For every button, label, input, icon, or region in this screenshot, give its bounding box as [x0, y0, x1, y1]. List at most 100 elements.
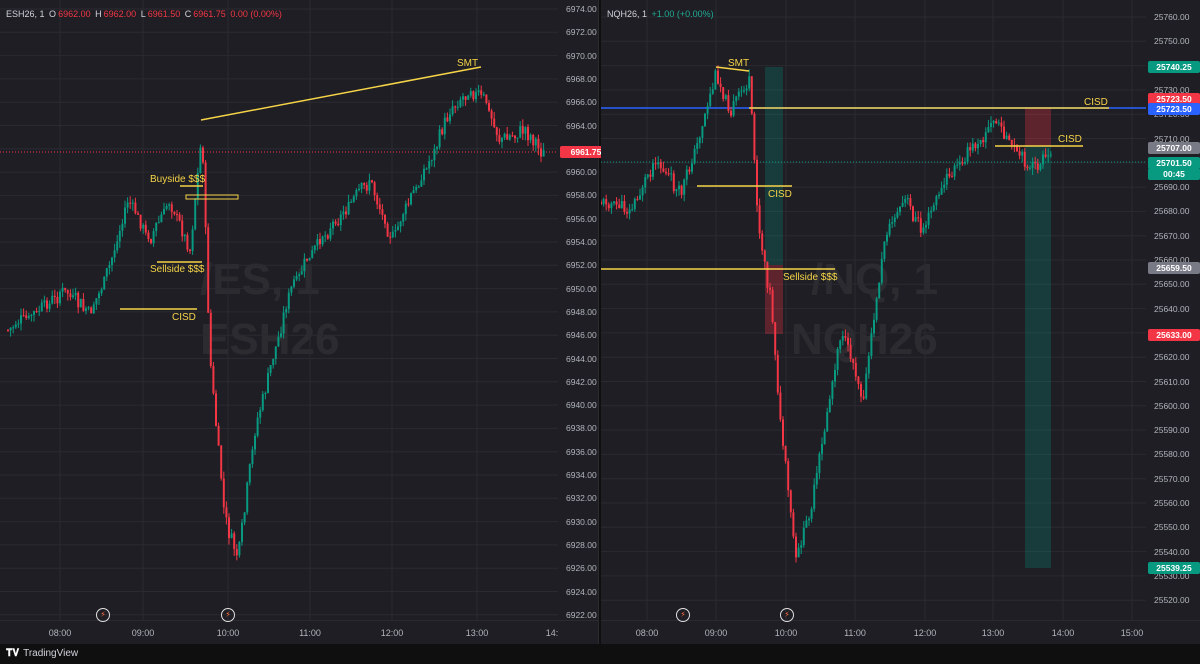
- candle-body: [376, 195, 379, 205]
- candle-body: [1023, 151, 1026, 167]
- smt-line[interactable]: [715, 66, 750, 72]
- candle-body: [696, 143, 699, 149]
- candle-body: [477, 90, 480, 93]
- candle-body: [446, 117, 449, 122]
- candle-body: [857, 376, 860, 385]
- time-axis[interactable]: 08:00 09:00 10:00 11:00 12:00 13:00 14:00 15:00: [601, 620, 1200, 645]
- candle-body: [412, 190, 415, 194]
- candle-body: [1044, 154, 1047, 157]
- price-level-tag: 25723.50: [1148, 103, 1200, 115]
- candle-body: [105, 268, 108, 277]
- chart-pane-nq[interactable]: /NQ, 1 NQH26 SMT CISD CISD CISD Sellside $$$…: [601, 0, 1200, 644]
- candle-body: [53, 295, 56, 298]
- candle-body: [163, 208, 165, 215]
- event-bolt-icon[interactable]: ⚡: [96, 608, 110, 622]
- candle-body: [800, 545, 803, 548]
- candlestick-plot-es[interactable]: SMT Buyside $$$ Sellside $$$ CISD: [0, 0, 558, 620]
- candle-body: [730, 110, 732, 116]
- candle-body: [665, 171, 667, 174]
- candle-body: [25, 315, 28, 318]
- candle-body: [641, 187, 644, 196]
- candle-body: [737, 91, 740, 97]
- candle-body: [914, 217, 917, 222]
- chart-pane-es[interactable]: /ES, 1 ESH26 SMT Buyside $$$ Sellside $$$ C…: [0, 0, 612, 645]
- candle-body: [519, 126, 522, 138]
- candle-body: [888, 223, 891, 235]
- candlestick-plot-nq[interactable]: SMT CISD CISD CISD Sellside $$$: [601, 0, 1146, 620]
- candle-body: [43, 300, 46, 303]
- candle-body: [35, 311, 38, 313]
- price-axis[interactable]: 25760.0025750.0025740.0025730.0025720.00…: [1146, 0, 1200, 620]
- smt-line[interactable]: [200, 66, 482, 121]
- candle-body: [90, 307, 93, 314]
- candle-body: [199, 147, 202, 174]
- candle-body: [758, 205, 761, 234]
- candle-body: [1039, 164, 1042, 170]
- price-level-tag: 25659.50: [1148, 262, 1200, 274]
- candle-body: [984, 132, 987, 143]
- time-axis[interactable]: 08:00 09:00 10:00 11:00 12:00 13:00 14:: [0, 620, 598, 645]
- candle-body: [852, 358, 855, 363]
- candle-body: [82, 299, 85, 311]
- candle-body: [251, 449, 254, 465]
- candle-body: [727, 95, 730, 111]
- candle-body: [454, 106, 457, 108]
- candle-body: [20, 315, 22, 324]
- candle-body: [40, 302, 43, 312]
- symbol-header: NQH26, 1 +1.00 (+0.00%): [607, 9, 716, 19]
- green-zone-2: [1025, 146, 1051, 568]
- event-bolt-icon[interactable]: ⚡: [221, 608, 235, 622]
- candle-body: [241, 522, 243, 542]
- candle-body: [932, 205, 935, 211]
- candle-body: [254, 435, 256, 450]
- candle-body: [87, 307, 90, 309]
- candle-body: [467, 95, 470, 100]
- candle-body: [997, 122, 1000, 124]
- candle-body: [514, 135, 516, 139]
- candle-body: [948, 173, 951, 177]
- candle-body: [992, 121, 995, 123]
- candle-body: [995, 121, 998, 124]
- sellside-label: Sellside $$$: [150, 264, 205, 275]
- candle-body: [311, 250, 314, 258]
- price-tick-label: 25650.00: [1154, 279, 1190, 290]
- price-axis[interactable]: 6974.00 6972.00 6970.00 6968.00 6966.00 6964.…: [558, 0, 616, 620]
- candle-body: [709, 93, 712, 107]
- candle-body: [399, 221, 402, 227]
- tradingview-logo[interactable]: 𝐓𝐕 TradingView: [6, 648, 79, 659]
- candle-body: [300, 271, 303, 275]
- candle-body: [389, 236, 392, 238]
- candle-body: [1049, 154, 1052, 156]
- candle-body: [417, 186, 420, 188]
- candle-body: [194, 198, 197, 230]
- symbol-label[interactable]: ESH26, 1: [6, 9, 45, 19]
- candle-body: [854, 362, 857, 377]
- candle-body: [228, 517, 230, 538]
- candle-body: [103, 276, 106, 290]
- time-tick-label: 14:: [545, 628, 559, 638]
- candle-body: [137, 213, 139, 215]
- candle-body: [150, 239, 152, 244]
- candle-body: [938, 194, 940, 197]
- candle-body: [274, 346, 277, 359]
- price-tick-label: 6946.00: [566, 330, 597, 341]
- price-tick-label: 25620.00: [1154, 352, 1190, 363]
- time-tick-label: 08:00: [635, 628, 659, 638]
- candle-body: [688, 169, 691, 172]
- candle-body: [272, 358, 275, 366]
- last-price-tag: 6961.75: [560, 146, 612, 158]
- cisd-label-1: CISD: [1084, 97, 1108, 108]
- candle-body: [951, 176, 953, 178]
- candle-body: [683, 179, 686, 195]
- price-tick-label: 6974.00: [566, 4, 597, 14]
- candle-body: [313, 245, 316, 251]
- event-bolt-icon[interactable]: ⚡: [676, 608, 690, 622]
- candle-body: [142, 224, 145, 229]
- candle-body: [337, 223, 340, 226]
- fvg-box[interactable]: [185, 194, 239, 200]
- candle-body: [605, 199, 608, 205]
- candle-body: [113, 250, 116, 258]
- symbol-label[interactable]: NQH26, 1: [607, 9, 648, 19]
- event-bolt-icon[interactable]: ⚡: [780, 608, 794, 622]
- candle-body: [441, 129, 444, 135]
